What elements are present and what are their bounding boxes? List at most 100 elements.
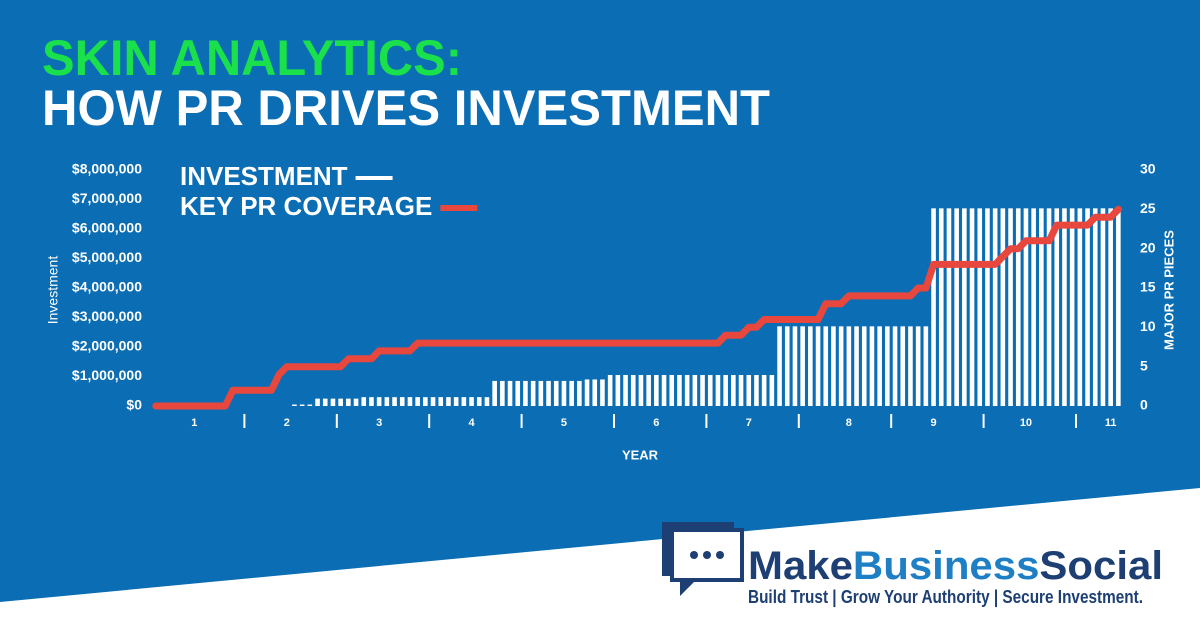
bar xyxy=(453,397,459,406)
bar xyxy=(677,375,682,406)
bar xyxy=(430,397,436,406)
bar xyxy=(607,375,613,406)
bar xyxy=(877,326,882,406)
y-tick-label: $3,000,000 xyxy=(72,308,142,324)
bar xyxy=(538,380,544,406)
bar xyxy=(808,326,813,406)
x-tick-label: 7 xyxy=(746,417,752,429)
bar xyxy=(715,375,721,406)
bar xyxy=(376,397,382,406)
bar xyxy=(1116,208,1121,406)
bar xyxy=(962,208,967,406)
bar xyxy=(1077,208,1083,406)
y2-tick-label: 10 xyxy=(1140,318,1156,334)
bar xyxy=(299,404,305,406)
bar xyxy=(530,380,536,406)
bar xyxy=(1000,208,1006,406)
bar xyxy=(423,397,428,406)
bar xyxy=(1069,208,1075,406)
bar xyxy=(1062,208,1067,406)
bar xyxy=(846,326,852,406)
bar xyxy=(1092,208,1098,406)
y-axis-label: Investment xyxy=(45,256,61,325)
bar xyxy=(446,397,451,406)
y-tick-label: $7,000,000 xyxy=(72,190,142,206)
bar xyxy=(761,375,767,406)
y2-tick-label: 30 xyxy=(1140,161,1156,177)
y2-tick-label: 20 xyxy=(1140,239,1156,255)
x-tick-label: 2 xyxy=(284,417,290,429)
bar xyxy=(330,398,336,406)
bar xyxy=(900,326,906,406)
bar xyxy=(985,208,990,406)
bar xyxy=(322,398,328,406)
bar xyxy=(338,398,343,406)
bar xyxy=(584,379,590,406)
bar xyxy=(754,375,759,406)
bar xyxy=(738,375,744,406)
bar xyxy=(954,208,959,406)
bar xyxy=(969,208,975,406)
bar xyxy=(977,208,983,406)
bar xyxy=(484,397,490,406)
bar xyxy=(815,326,821,406)
bar xyxy=(561,380,567,406)
bar xyxy=(369,397,374,406)
footer-band xyxy=(0,488,1200,628)
bar xyxy=(507,380,513,406)
bar xyxy=(885,326,890,406)
y-tick-label: $8,000,000 xyxy=(72,161,142,177)
bar xyxy=(630,375,636,406)
bar xyxy=(831,326,836,406)
y2-tick-label: 5 xyxy=(1140,357,1148,373)
logo-name-part: Social xyxy=(1039,544,1163,588)
bar xyxy=(915,326,921,406)
y-tick-label: $2,000,000 xyxy=(72,338,142,354)
bar xyxy=(577,380,582,406)
bar xyxy=(469,397,474,406)
bar xyxy=(1108,208,1113,406)
bar xyxy=(361,397,367,406)
bar xyxy=(669,375,675,406)
bar xyxy=(1015,208,1021,406)
logo-tagline: Build Trust | Grow Your Authority | Secu… xyxy=(748,587,1143,607)
bar xyxy=(707,375,713,406)
x-tick-label: 8 xyxy=(846,417,852,429)
bar xyxy=(946,208,952,406)
bar xyxy=(399,397,405,406)
bar xyxy=(415,397,420,406)
bar xyxy=(792,326,798,406)
logo-name-part: Business xyxy=(853,544,1040,588)
logo-dot xyxy=(703,551,711,559)
x-tick-label: 5 xyxy=(561,417,567,429)
y-tick-label: $6,000,000 xyxy=(72,220,142,236)
bar xyxy=(623,375,628,406)
x-tick-label: 1 xyxy=(191,417,197,429)
bar xyxy=(1100,208,1106,406)
y-tick-label: $0 xyxy=(126,397,142,413)
bar xyxy=(638,375,644,406)
chart-subtitle: HOW PR DRIVES INVESTMENT xyxy=(42,80,770,136)
bar xyxy=(615,375,621,406)
bar xyxy=(938,208,944,406)
bar xyxy=(892,326,898,406)
bar xyxy=(861,326,867,406)
bar xyxy=(854,326,859,406)
bar xyxy=(592,379,598,406)
bar xyxy=(1031,208,1036,406)
bar xyxy=(461,397,467,406)
legend-label: INVESTMENT xyxy=(180,161,348,191)
bar xyxy=(731,375,736,406)
logo-name-part: Make xyxy=(748,544,853,588)
y-tick-label: $1,000,000 xyxy=(72,367,142,383)
bar xyxy=(553,380,559,406)
bar xyxy=(384,397,390,406)
bar xyxy=(438,397,444,406)
chart-title: SKIN ANALYTICS: xyxy=(42,30,462,86)
bar xyxy=(1046,208,1052,406)
bar xyxy=(646,375,651,406)
bar xyxy=(1054,208,1060,406)
bar xyxy=(723,375,728,406)
bar xyxy=(315,398,320,406)
bar xyxy=(769,375,775,406)
